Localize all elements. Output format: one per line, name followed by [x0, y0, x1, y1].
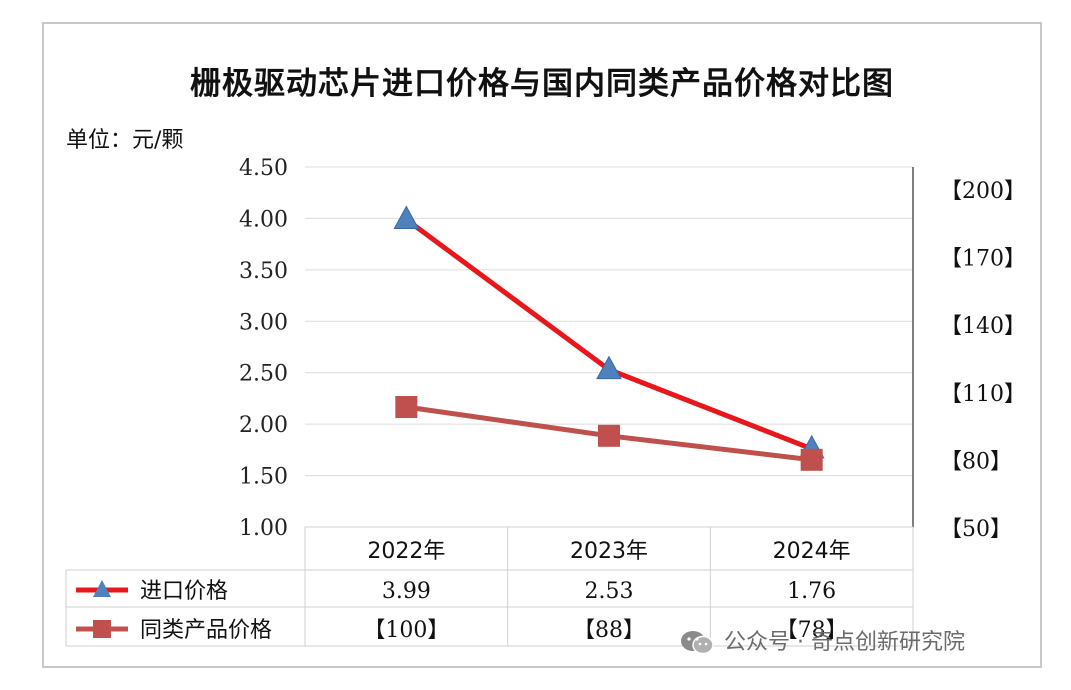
y-right-tick-label: 【140】 — [940, 314, 1026, 339]
chart-frame — [42, 22, 1042, 668]
y-right-tick-label: 【200】 — [940, 179, 1026, 204]
y-right-tick-label: 【80】 — [940, 449, 1012, 474]
x-tick-label: 2024年 — [773, 539, 851, 564]
data-label: 3.99 — [382, 579, 431, 604]
y-left-tick-label: 4.00 — [239, 207, 288, 232]
data-label: 【88】 — [573, 618, 645, 643]
data-point — [395, 396, 418, 418]
watermark-text: 公众号 · 奇点创新研究院 — [724, 630, 965, 655]
y-left-tick-label: 2.50 — [239, 362, 288, 387]
y-left-tick-label: 3.00 — [239, 310, 288, 335]
legend-marker — [93, 580, 111, 597]
data-label: 1.76 — [787, 579, 836, 604]
y-left-tick-label: 1.00 — [239, 516, 288, 541]
legend-marker — [93, 620, 111, 638]
y-right-tick-label: 【170】 — [940, 247, 1026, 272]
chart-title: 栅极驱动芯片进口价格与国内同类产品价格对比图 — [190, 66, 894, 102]
x-tick-label: 2022年 — [367, 539, 445, 564]
y-left-tick-label: 4.50 — [239, 156, 288, 181]
wechat-icon — [680, 630, 714, 656]
data-point — [800, 448, 823, 471]
y-left-tick-label: 2.00 — [239, 413, 288, 438]
data-label: 2.53 — [585, 579, 634, 604]
unit-label: 单位：元/颗 — [66, 128, 184, 153]
legend-label: 同类产品价格 — [140, 618, 272, 643]
y-left-tick-label: 1.50 — [239, 465, 288, 490]
y-left-tick-label: 3.50 — [239, 259, 288, 284]
watermark: 公众号 · 奇点创新研究院 — [680, 624, 965, 656]
data-label: 【100】 — [363, 618, 449, 643]
data-point — [598, 424, 620, 447]
y-right-tick-label: 【110】 — [940, 382, 1026, 407]
x-tick-label: 2023年 — [570, 539, 648, 564]
legend-label: 进口价格 — [140, 579, 228, 604]
y-right-tick-label: 【50】 — [940, 517, 1012, 542]
data-point — [393, 205, 420, 229]
data-label: 【78】 — [776, 618, 848, 643]
data-point — [596, 355, 622, 380]
